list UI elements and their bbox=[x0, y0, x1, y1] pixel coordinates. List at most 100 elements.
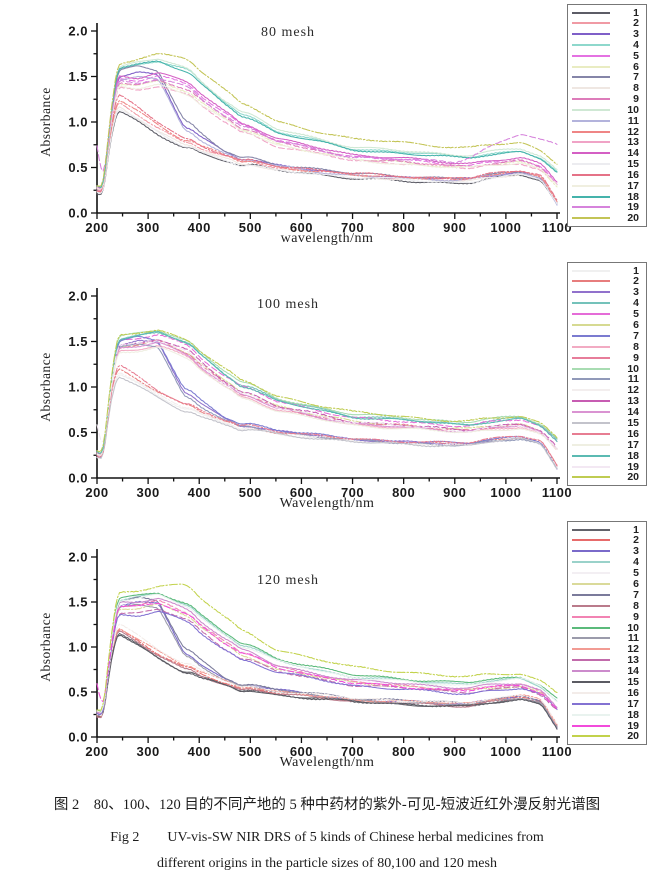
svg-text:800: 800 bbox=[392, 485, 415, 500]
legend-swatch-line bbox=[572, 184, 610, 187]
legend-swatch-line bbox=[572, 476, 610, 479]
svg-text:1.5: 1.5 bbox=[68, 334, 88, 349]
legend-swatch-line bbox=[572, 432, 610, 435]
svg-text:1000: 1000 bbox=[490, 744, 521, 759]
legend-label: 17 bbox=[627, 697, 639, 710]
svg-text:2.0: 2.0 bbox=[68, 24, 88, 39]
svg-text:1100: 1100 bbox=[542, 220, 572, 235]
legend-label: 6 bbox=[633, 318, 639, 331]
legend-label: 10 bbox=[627, 103, 639, 116]
spectrum-line-16 bbox=[96, 623, 558, 725]
legend-swatch-line bbox=[572, 356, 610, 359]
legend-item: 15 bbox=[572, 417, 642, 429]
legend-label: 19 bbox=[627, 719, 639, 732]
legend-swatch-line bbox=[572, 108, 610, 111]
svg-text:400: 400 bbox=[188, 485, 211, 500]
legend-label: 3 bbox=[633, 28, 639, 41]
legend-label: 8 bbox=[633, 340, 639, 353]
chart-title-100-mesh: 100 mesh bbox=[256, 297, 320, 312]
legend-swatch-line bbox=[572, 648, 610, 651]
spectrum-line-11 bbox=[96, 343, 558, 469]
y-axis-label: Absorbance bbox=[38, 352, 53, 422]
legend-item: 4 bbox=[572, 556, 642, 568]
spectrum-line-3 bbox=[96, 600, 558, 729]
legend-label: 16 bbox=[627, 686, 639, 699]
spectrum-line-19 bbox=[96, 78, 558, 172]
legend-swatch-line bbox=[572, 626, 610, 629]
legend-item: 19 bbox=[572, 461, 642, 473]
legend-swatch-line bbox=[572, 98, 610, 101]
figure-caption-chinese: 图 2 80、100、120 目的不同产地的 5 种中药材的紫外-可见-短波近红… bbox=[53, 797, 601, 813]
legend-label: 2 bbox=[633, 275, 639, 288]
spectrum-line-5 bbox=[96, 333, 558, 455]
legend-label: 13 bbox=[627, 395, 639, 408]
svg-text:500: 500 bbox=[239, 744, 262, 759]
svg-text:1100: 1100 bbox=[542, 485, 572, 500]
legend-label: 10 bbox=[627, 362, 639, 375]
legend-swatch-line bbox=[572, 302, 610, 305]
svg-text:1.5: 1.5 bbox=[68, 69, 88, 84]
legend-label: 10 bbox=[627, 621, 639, 634]
spectrum-line-12 bbox=[96, 628, 558, 727]
legend-swatch-line bbox=[572, 152, 610, 155]
legend-swatch-line bbox=[572, 593, 610, 596]
legend-swatch-line bbox=[572, 291, 610, 294]
legend-label: 5 bbox=[633, 49, 639, 62]
legend-label: 14 bbox=[627, 665, 639, 678]
svg-text:0.0: 0.0 bbox=[68, 730, 88, 745]
legend-item: 16 bbox=[572, 427, 642, 440]
y-axis-label: Absorbance bbox=[38, 87, 53, 157]
legend-swatch-line bbox=[572, 206, 610, 209]
legend-item: 13 bbox=[572, 654, 642, 666]
legend-item: 6 bbox=[572, 578, 642, 590]
legend-item: 14 bbox=[572, 147, 642, 159]
legend-swatch-line bbox=[572, 713, 610, 716]
legend-item: 9 bbox=[572, 611, 642, 623]
svg-text:900: 900 bbox=[443, 744, 466, 759]
legend-label: 7 bbox=[633, 71, 639, 84]
svg-text:2.0: 2.0 bbox=[68, 550, 88, 565]
spectra-chart-80-mesh: 200 300 400 500 600 700 800 900 1000 1100 0.0 0.5 1.… bbox=[0, 0, 654, 255]
spectrum-line-15 bbox=[96, 634, 558, 730]
legend-item: 2 bbox=[572, 534, 642, 546]
legend-item: 7 bbox=[572, 71, 642, 84]
legend-box: 1 2 3 4 5 6 7 8 9 10 11 12 13 14 15 16 17 18 19 20 bbox=[567, 262, 647, 486]
legend-swatch-line bbox=[572, 11, 610, 14]
legend-label: 7 bbox=[633, 588, 639, 601]
legend-label: 16 bbox=[627, 427, 639, 440]
legend-item: 20 bbox=[572, 730, 642, 742]
svg-text:1000: 1000 bbox=[490, 220, 521, 235]
legend-label: 18 bbox=[627, 190, 639, 203]
legend-swatch-line bbox=[572, 141, 610, 144]
legend-swatch-line bbox=[572, 400, 610, 403]
legend-label: 11 bbox=[627, 373, 639, 386]
legend-swatch-line bbox=[572, 454, 610, 457]
legend-label: 12 bbox=[627, 643, 639, 656]
legend-swatch-line bbox=[572, 724, 610, 727]
svg-text:500: 500 bbox=[239, 220, 262, 235]
legend-swatch-line bbox=[572, 378, 610, 381]
svg-text:200: 200 bbox=[85, 744, 108, 759]
spectrum-line-1 bbox=[96, 111, 558, 205]
spectrum-line-14 bbox=[96, 597, 558, 715]
svg-text:400: 400 bbox=[188, 220, 211, 235]
legend-item: 20 bbox=[572, 471, 642, 483]
plot-80-mesh: 200 300 400 500 600 700 800 900 1000 1100 0.0 0.5 1.… bbox=[68, 23, 572, 235]
legend-item: 9 bbox=[572, 352, 642, 364]
legend-item: 15 bbox=[572, 676, 642, 688]
legend-item: 20 bbox=[572, 212, 642, 224]
spectra-chart-120-mesh: 200 300 400 500 600 700 800 900 1000 1100 0.0 0.5 1.… bbox=[0, 515, 654, 788]
svg-text:1.0: 1.0 bbox=[68, 115, 88, 130]
legend-swatch-line bbox=[572, 173, 610, 176]
legend-item: 13 bbox=[572, 136, 642, 148]
legend-item: 10 bbox=[572, 362, 642, 375]
legend-swatch-line bbox=[572, 528, 610, 531]
legend-swatch-line bbox=[572, 43, 610, 46]
legend-swatch-line bbox=[572, 411, 610, 414]
legend-swatch-line bbox=[572, 561, 610, 564]
legend-label: 17 bbox=[627, 438, 639, 451]
spectrum-line-18 bbox=[96, 331, 558, 454]
spectrum-line-20 bbox=[96, 52, 558, 187]
legend-item: 11 bbox=[572, 115, 642, 127]
legend-swatch-line bbox=[572, 670, 610, 673]
